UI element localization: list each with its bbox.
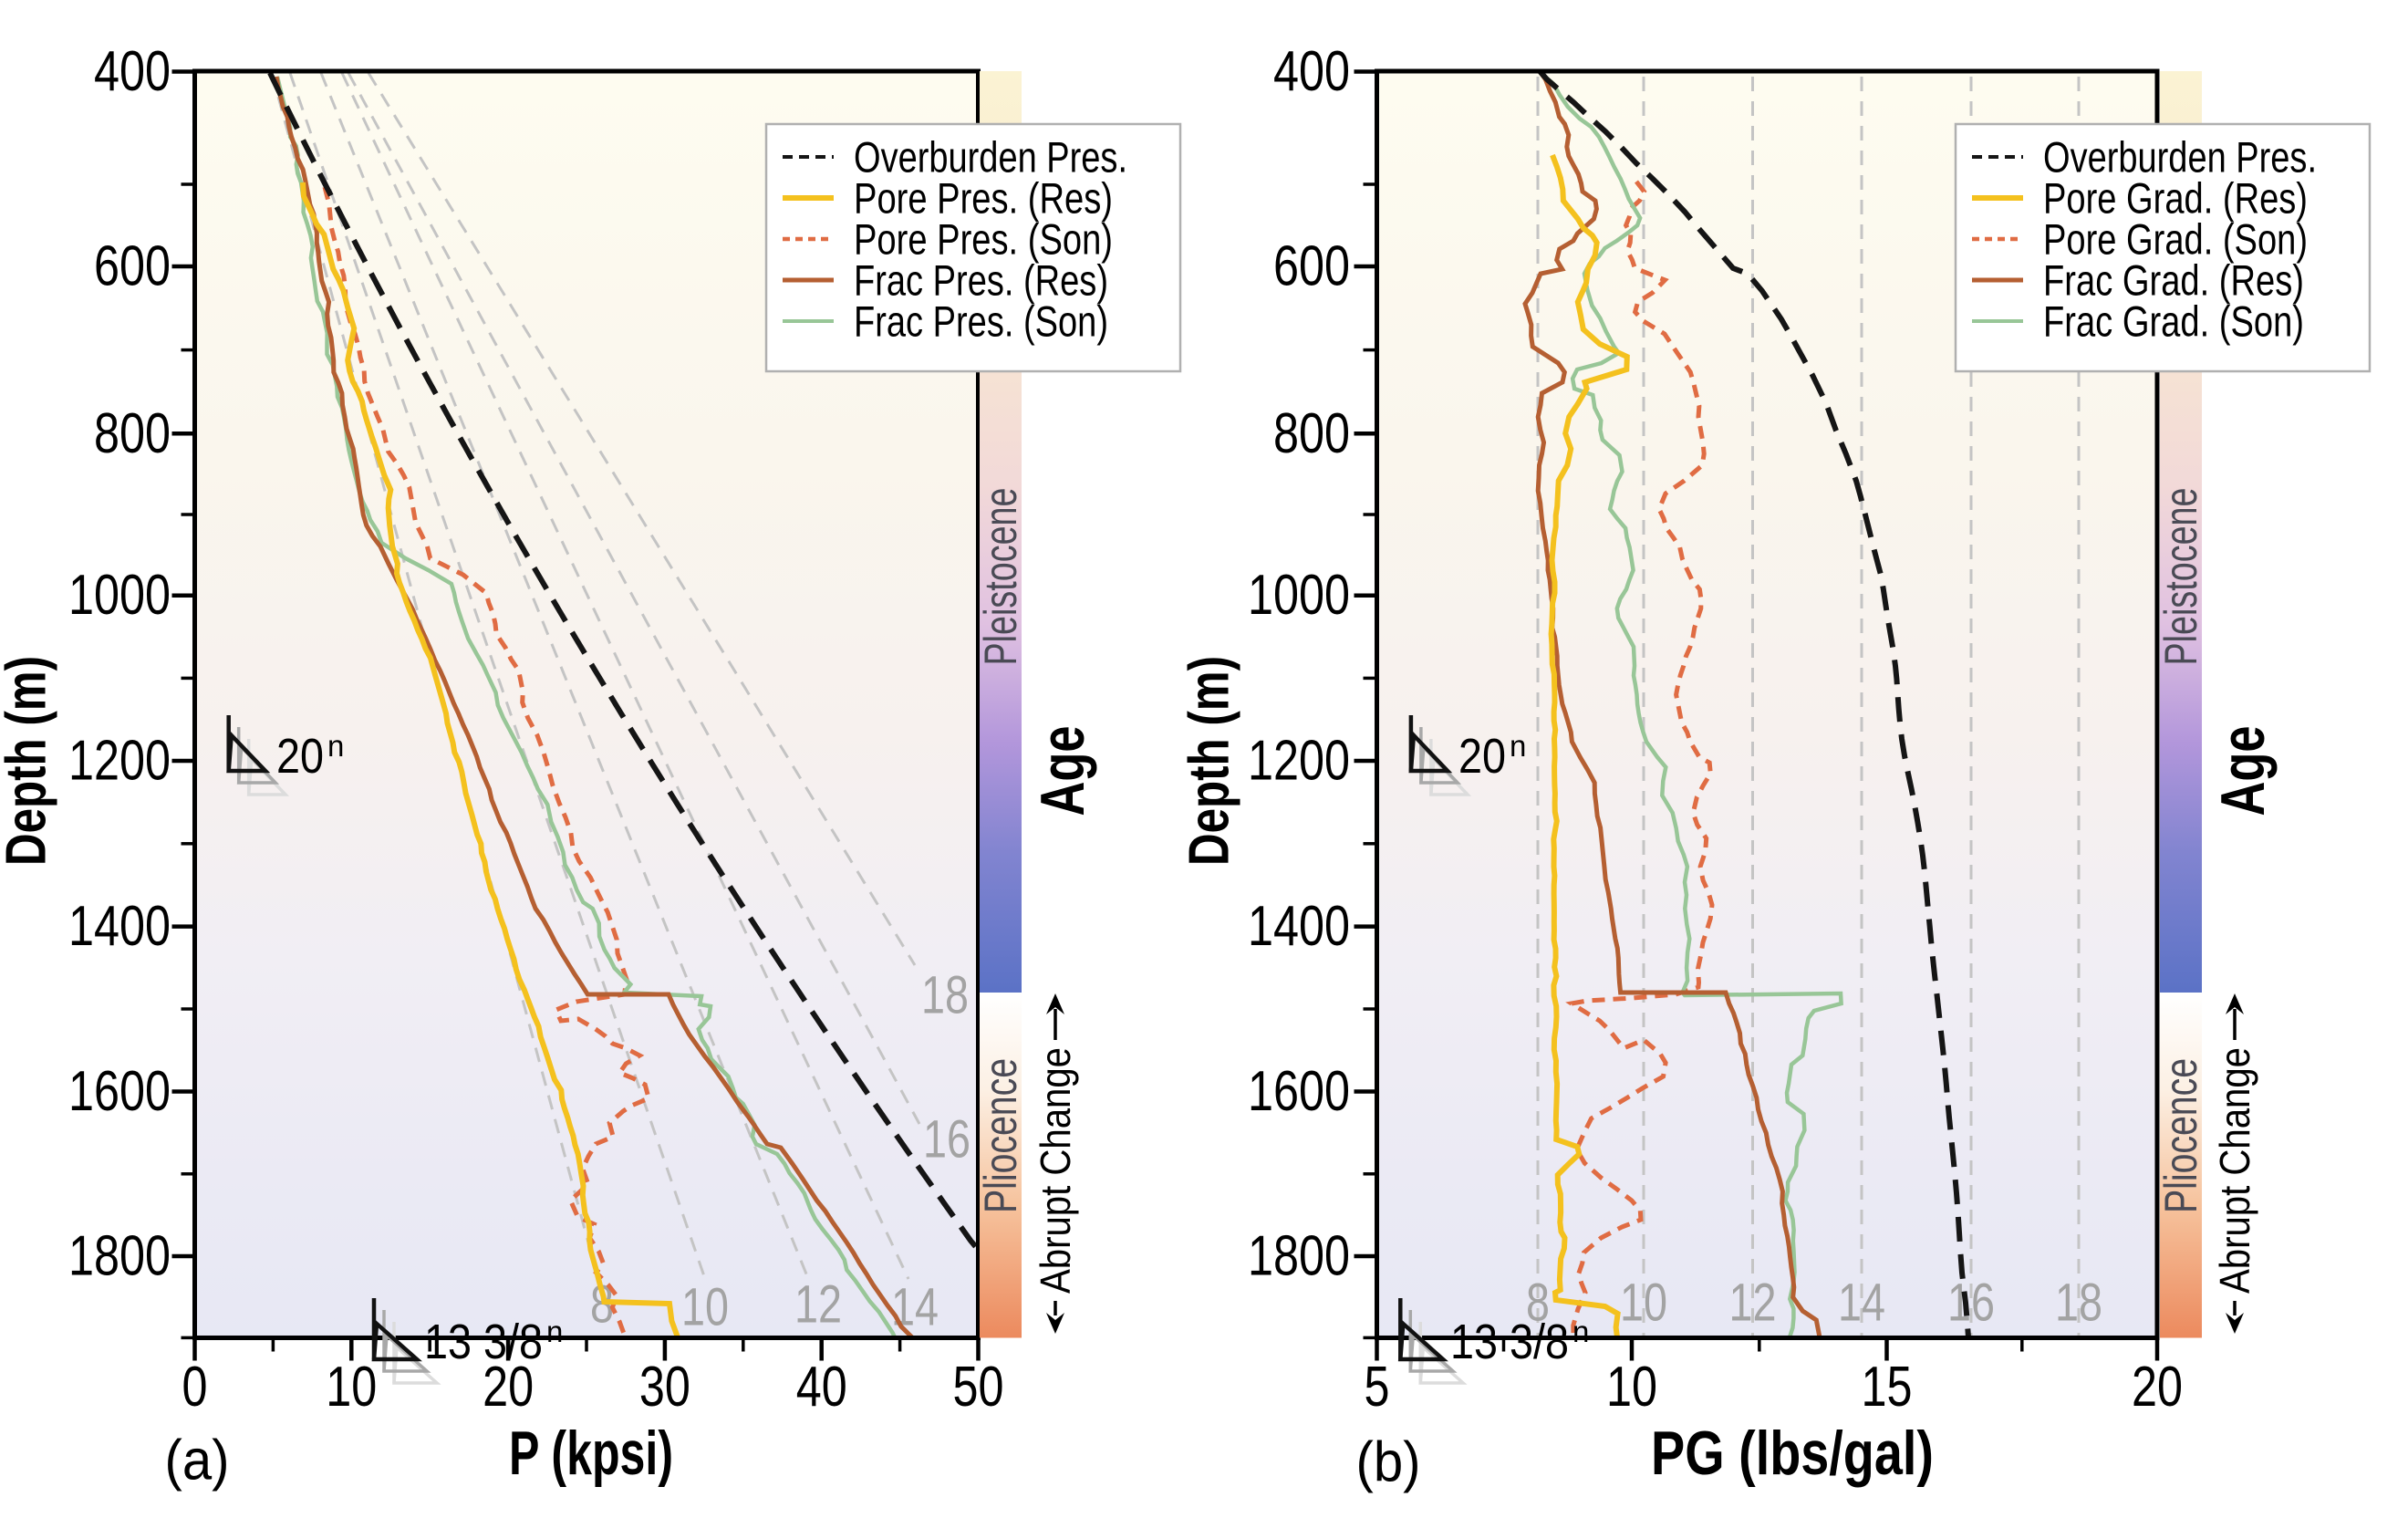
svg-text:13 3/8: 13 3/8 xyxy=(1450,1315,1569,1369)
svg-text:20: 20 xyxy=(483,1356,534,1419)
svg-text:Pleistocene: Pleistocene xyxy=(2155,488,2206,666)
svg-text:Overburden Pres.: Overburden Pres. xyxy=(2043,133,2317,182)
svg-text:50: 50 xyxy=(953,1356,1004,1419)
svg-text:16: 16 xyxy=(1947,1274,1995,1333)
svg-text:18: 18 xyxy=(921,966,969,1025)
svg-text:1200: 1200 xyxy=(68,730,171,793)
svg-text:Frac Grad. (Son): Frac Grad. (Son) xyxy=(2043,297,2304,346)
svg-text:Pore Pres. (Son): Pore Pres. (Son) xyxy=(854,215,1113,264)
svg-text:14: 14 xyxy=(1838,1274,1885,1333)
svg-text:1200: 1200 xyxy=(1248,730,1350,793)
svg-text:Pore Grad. (Son): Pore Grad. (Son) xyxy=(2043,215,2308,264)
svg-text:n: n xyxy=(1572,1315,1589,1348)
svg-text:Frac Pres. (Res): Frac Pres. (Res) xyxy=(854,256,1108,305)
svg-text:16: 16 xyxy=(923,1110,970,1170)
svg-text:10: 10 xyxy=(326,1356,377,1419)
svg-text:20: 20 xyxy=(2132,1356,2183,1419)
svg-text:n: n xyxy=(1510,729,1526,763)
svg-text:18: 18 xyxy=(2055,1274,2102,1333)
svg-text:Pliocence: Pliocence xyxy=(975,1058,1026,1213)
svg-text:40: 40 xyxy=(796,1356,847,1419)
svg-text:Abrupt Change: Abrupt Change xyxy=(1032,1047,1079,1294)
svg-text:Depth (m): Depth (m) xyxy=(0,656,58,866)
svg-text:(a): (a) xyxy=(165,1430,230,1492)
svg-text:1800: 1800 xyxy=(68,1225,171,1288)
svg-text:10: 10 xyxy=(681,1278,729,1337)
svg-text:400: 400 xyxy=(94,40,171,103)
svg-text:Pliocence: Pliocence xyxy=(2155,1058,2206,1213)
svg-text:15: 15 xyxy=(1862,1356,1913,1419)
svg-text:1000: 1000 xyxy=(68,564,171,627)
svg-text:Pore Pres. (Res): Pore Pres. (Res) xyxy=(854,174,1113,223)
svg-text:400: 400 xyxy=(1273,40,1350,103)
svg-text:14: 14 xyxy=(891,1278,939,1337)
svg-text:Frac Grad. (Res): Frac Grad. (Res) xyxy=(2043,256,2304,305)
svg-text:800: 800 xyxy=(1273,402,1350,465)
svg-text:P (kpsi): P (kpsi) xyxy=(509,1419,673,1488)
svg-text:20: 20 xyxy=(276,729,324,784)
svg-text:12: 12 xyxy=(1729,1274,1777,1333)
svg-text:Overburden Pres.: Overburden Pres. xyxy=(854,133,1127,182)
svg-text:Pleistocene: Pleistocene xyxy=(975,488,1026,666)
svg-text:Depth (m): Depth (m) xyxy=(1178,656,1241,866)
svg-text:12: 12 xyxy=(794,1275,842,1335)
svg-text:PG (lbs/gal): PG (lbs/gal) xyxy=(1651,1419,1934,1488)
svg-text:n: n xyxy=(327,729,344,763)
svg-text:10: 10 xyxy=(1620,1274,1667,1333)
svg-text:Abrupt Change: Abrupt Change xyxy=(2211,1047,2258,1294)
svg-text:Frac Pres. (Son): Frac Pres. (Son) xyxy=(854,297,1108,346)
svg-text:10: 10 xyxy=(1606,1356,1657,1419)
svg-text:Pore Grad. (Res): Pore Grad. (Res) xyxy=(2043,174,2308,223)
svg-text:0: 0 xyxy=(182,1356,208,1419)
svg-text:1800: 1800 xyxy=(1248,1225,1350,1288)
svg-text:13 3/8: 13 3/8 xyxy=(424,1315,543,1369)
svg-text:800: 800 xyxy=(94,402,171,465)
svg-text:1000: 1000 xyxy=(1248,564,1350,627)
svg-text:600: 600 xyxy=(1273,235,1350,298)
svg-text:(b): (b) xyxy=(1356,1431,1421,1494)
svg-text:8: 8 xyxy=(1526,1274,1550,1333)
svg-text:30: 30 xyxy=(639,1356,690,1419)
svg-text:Age: Age xyxy=(2208,726,2278,816)
svg-text:5: 5 xyxy=(1365,1356,1390,1419)
svg-text:Age: Age xyxy=(1028,726,1097,816)
svg-text:1600: 1600 xyxy=(1248,1060,1350,1123)
svg-text:1400: 1400 xyxy=(68,895,171,958)
svg-text:20: 20 xyxy=(1458,729,1506,784)
svg-text:1400: 1400 xyxy=(1248,895,1350,958)
svg-text:1600: 1600 xyxy=(68,1060,171,1123)
svg-text:n: n xyxy=(546,1315,563,1348)
svg-text:600: 600 xyxy=(94,235,171,298)
